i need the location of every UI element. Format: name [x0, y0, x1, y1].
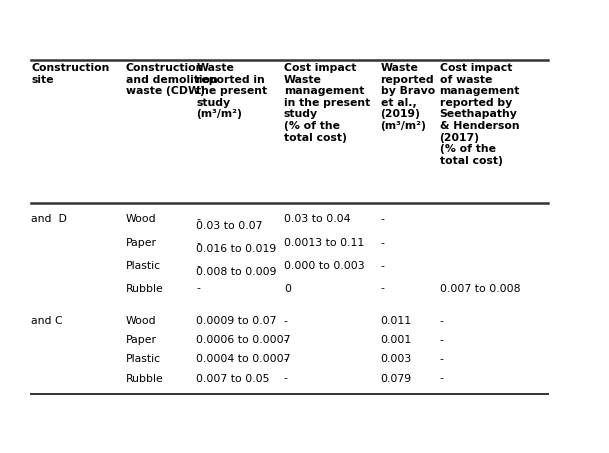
Text: -: - [197, 261, 200, 271]
Text: 0.007 to 0.008: 0.007 to 0.008 [440, 284, 520, 294]
Text: -: - [381, 261, 384, 271]
Text: Rubble: Rubble [125, 374, 163, 384]
Text: 0.016 to 0.019: 0.016 to 0.019 [197, 245, 276, 255]
Text: -: - [440, 316, 443, 326]
Text: 0.011: 0.011 [381, 316, 412, 326]
Text: Wood: Wood [125, 316, 157, 326]
Text: 0.003: 0.003 [381, 354, 412, 364]
Text: Plastic: Plastic [125, 261, 161, 271]
Text: 0.0009 to 0.07: 0.0009 to 0.07 [197, 316, 277, 326]
Text: 0.001: 0.001 [381, 335, 412, 345]
Text: Construction
and demolition
waste (CDW): Construction and demolition waste (CDW) [125, 63, 217, 96]
Text: -: - [284, 354, 287, 364]
Text: Paper: Paper [125, 335, 157, 345]
Text: Waste
reported
by Bravo
et al.,
(2019)
(m³/m²): Waste reported by Bravo et al., (2019) (… [381, 63, 435, 131]
Text: -: - [197, 238, 200, 248]
Text: and  D: and D [31, 214, 67, 225]
Text: 0.000 to 0.003: 0.000 to 0.003 [284, 261, 364, 271]
Text: 0.0006 to 0.0007: 0.0006 to 0.0007 [197, 335, 291, 345]
Text: -: - [284, 335, 287, 345]
Text: -: - [197, 284, 200, 294]
Text: Paper: Paper [125, 238, 157, 248]
Text: -: - [440, 335, 443, 345]
Text: 0.03 to 0.07: 0.03 to 0.07 [197, 221, 263, 231]
Text: -: - [440, 354, 443, 364]
Text: 0: 0 [284, 284, 290, 294]
Text: 0.03 to 0.04: 0.03 to 0.04 [284, 214, 350, 225]
Text: Plastic: Plastic [125, 354, 161, 364]
Text: 0.0013 to 0.11: 0.0013 to 0.11 [284, 238, 364, 248]
Text: -: - [381, 214, 384, 225]
Text: Construction
site: Construction site [31, 63, 110, 85]
Text: Cost impact
Waste
management
in the present
study
(% of the
total cost): Cost impact Waste management in the pres… [284, 63, 370, 143]
Text: -: - [440, 374, 443, 384]
Text: and C: and C [31, 316, 63, 326]
Text: -: - [197, 214, 200, 225]
Text: 0.008 to 0.009: 0.008 to 0.009 [197, 267, 277, 277]
Text: Rubble: Rubble [125, 284, 163, 294]
Text: -: - [381, 238, 384, 248]
Text: 0.079: 0.079 [381, 374, 412, 384]
Text: 0.0004 to 0.0007: 0.0004 to 0.0007 [197, 354, 291, 364]
Text: Waste
reported in
the present
study
(m³/m²): Waste reported in the present study (m³/… [197, 63, 267, 120]
Text: Cost impact
of waste
management
reported by
Seethapathy
& Henderson
(2017)
(% of: Cost impact of waste management reported… [440, 63, 520, 166]
Text: -: - [284, 374, 287, 384]
Text: Wood: Wood [125, 214, 157, 225]
Text: -: - [284, 316, 287, 326]
Text: 0.007 to 0.05: 0.007 to 0.05 [197, 374, 270, 384]
Text: -: - [381, 284, 384, 294]
